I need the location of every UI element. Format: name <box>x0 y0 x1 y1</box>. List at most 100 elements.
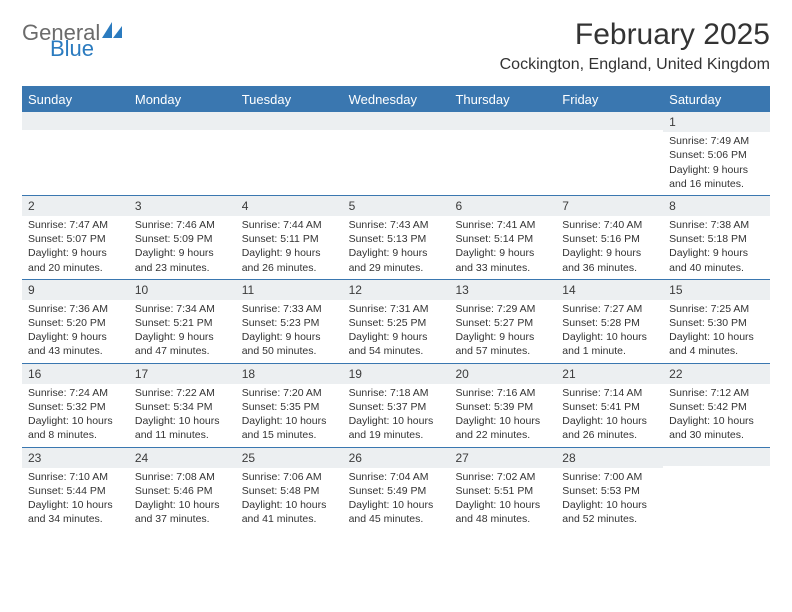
daylight2-text: and 43 minutes. <box>28 344 123 358</box>
calendar-cell: 23Sunrise: 7:10 AMSunset: 5:44 PMDayligh… <box>22 448 129 531</box>
day-number: 1 <box>663 112 770 132</box>
calendar-cell: 13Sunrise: 7:29 AMSunset: 5:27 PMDayligh… <box>449 280 556 363</box>
day-number: 22 <box>663 364 770 384</box>
day-number <box>129 112 236 130</box>
calendar-cell: 15Sunrise: 7:25 AMSunset: 5:30 PMDayligh… <box>663 280 770 363</box>
sunset-text: Sunset: 5:11 PM <box>242 232 337 246</box>
daylight1-text: Daylight: 9 hours <box>562 246 657 260</box>
logo: General Blue <box>22 22 124 60</box>
cell-body: Sunrise: 7:36 AMSunset: 5:20 PMDaylight:… <box>22 300 129 363</box>
calendar: Sunday Monday Tuesday Wednesday Thursday… <box>22 86 770 530</box>
daylight1-text: Daylight: 10 hours <box>135 498 230 512</box>
sunrise-text: Sunrise: 7:10 AM <box>28 470 123 484</box>
sunrise-text: Sunrise: 7:04 AM <box>349 470 444 484</box>
calendar-cell: 17Sunrise: 7:22 AMSunset: 5:34 PMDayligh… <box>129 364 236 447</box>
day-number: 6 <box>449 196 556 216</box>
day-number: 3 <box>129 196 236 216</box>
daylight1-text: Daylight: 9 hours <box>242 330 337 344</box>
day-number: 5 <box>343 196 450 216</box>
daylight1-text: Daylight: 10 hours <box>28 414 123 428</box>
daylight2-text: and 8 minutes. <box>28 428 123 442</box>
week-row: 2Sunrise: 7:47 AMSunset: 5:07 PMDaylight… <box>22 196 770 280</box>
calendar-cell: 3Sunrise: 7:46 AMSunset: 5:09 PMDaylight… <box>129 196 236 279</box>
day-number: 12 <box>343 280 450 300</box>
weekday-header: Sunday Monday Tuesday Wednesday Thursday… <box>22 87 770 112</box>
calendar-cell-blank <box>22 112 129 195</box>
day-number: 20 <box>449 364 556 384</box>
sunrise-text: Sunrise: 7:41 AM <box>455 218 550 232</box>
calendar-cell: 21Sunrise: 7:14 AMSunset: 5:41 PMDayligh… <box>556 364 663 447</box>
logo-text-blue: Blue <box>50 38 124 60</box>
sunrise-text: Sunrise: 7:08 AM <box>135 470 230 484</box>
daylight1-text: Daylight: 9 hours <box>28 330 123 344</box>
daylight2-text: and 22 minutes. <box>455 428 550 442</box>
cell-body: Sunrise: 7:12 AMSunset: 5:42 PMDaylight:… <box>663 384 770 447</box>
sunset-text: Sunset: 5:44 PM <box>28 484 123 498</box>
daylight1-text: Daylight: 9 hours <box>349 246 444 260</box>
sunset-text: Sunset: 5:30 PM <box>669 316 764 330</box>
sunrise-text: Sunrise: 7:12 AM <box>669 386 764 400</box>
cell-body: Sunrise: 7:08 AMSunset: 5:46 PMDaylight:… <box>129 468 236 531</box>
calendar-cell: 7Sunrise: 7:40 AMSunset: 5:16 PMDaylight… <box>556 196 663 279</box>
calendar-cell: 25Sunrise: 7:06 AMSunset: 5:48 PMDayligh… <box>236 448 343 531</box>
sunset-text: Sunset: 5:41 PM <box>562 400 657 414</box>
cell-body: Sunrise: 7:29 AMSunset: 5:27 PMDaylight:… <box>449 300 556 363</box>
daylight2-text: and 54 minutes. <box>349 344 444 358</box>
daylight1-text: Daylight: 9 hours <box>455 246 550 260</box>
sunset-text: Sunset: 5:28 PM <box>562 316 657 330</box>
daylight2-text: and 48 minutes. <box>455 512 550 526</box>
sunrise-text: Sunrise: 7:20 AM <box>242 386 337 400</box>
cell-body: Sunrise: 7:43 AMSunset: 5:13 PMDaylight:… <box>343 216 450 279</box>
daylight2-text: and 36 minutes. <box>562 261 657 275</box>
week-row: 16Sunrise: 7:24 AMSunset: 5:32 PMDayligh… <box>22 364 770 448</box>
sunset-text: Sunset: 5:21 PM <box>135 316 230 330</box>
cell-body: Sunrise: 7:27 AMSunset: 5:28 PMDaylight:… <box>556 300 663 363</box>
weekday-friday: Friday <box>556 87 663 112</box>
daylight1-text: Daylight: 9 hours <box>28 246 123 260</box>
weekday-sunday: Sunday <box>22 87 129 112</box>
calendar-cell: 18Sunrise: 7:20 AMSunset: 5:35 PMDayligh… <box>236 364 343 447</box>
calendar-cell: 20Sunrise: 7:16 AMSunset: 5:39 PMDayligh… <box>449 364 556 447</box>
sunset-text: Sunset: 5:25 PM <box>349 316 444 330</box>
sunrise-text: Sunrise: 7:27 AM <box>562 302 657 316</box>
daylight2-text: and 11 minutes. <box>135 428 230 442</box>
sunset-text: Sunset: 5:16 PM <box>562 232 657 246</box>
cell-body: Sunrise: 7:02 AMSunset: 5:51 PMDaylight:… <box>449 468 556 531</box>
daylight2-text: and 19 minutes. <box>349 428 444 442</box>
daylight2-text: and 50 minutes. <box>242 344 337 358</box>
daylight2-text: and 30 minutes. <box>669 428 764 442</box>
daylight2-text: and 37 minutes. <box>135 512 230 526</box>
daylight1-text: Daylight: 10 hours <box>242 498 337 512</box>
day-number: 27 <box>449 448 556 468</box>
sunrise-text: Sunrise: 7:02 AM <box>455 470 550 484</box>
sunrise-text: Sunrise: 7:00 AM <box>562 470 657 484</box>
sunrise-text: Sunrise: 7:38 AM <box>669 218 764 232</box>
day-number <box>449 112 556 130</box>
calendar-cell: 9Sunrise: 7:36 AMSunset: 5:20 PMDaylight… <box>22 280 129 363</box>
month-title: February 2025 <box>500 18 770 52</box>
day-number: 13 <box>449 280 556 300</box>
sunrise-text: Sunrise: 7:29 AM <box>455 302 550 316</box>
day-number: 19 <box>343 364 450 384</box>
cell-body: Sunrise: 7:34 AMSunset: 5:21 PMDaylight:… <box>129 300 236 363</box>
day-number <box>343 112 450 130</box>
calendar-cell: 14Sunrise: 7:27 AMSunset: 5:28 PMDayligh… <box>556 280 663 363</box>
daylight2-text: and 33 minutes. <box>455 261 550 275</box>
sunset-text: Sunset: 5:35 PM <box>242 400 337 414</box>
calendar-cell: 10Sunrise: 7:34 AMSunset: 5:21 PMDayligh… <box>129 280 236 363</box>
day-number: 23 <box>22 448 129 468</box>
sunset-text: Sunset: 5:14 PM <box>455 232 550 246</box>
calendar-cell: 27Sunrise: 7:02 AMSunset: 5:51 PMDayligh… <box>449 448 556 531</box>
sunrise-text: Sunrise: 7:34 AM <box>135 302 230 316</box>
calendar-cell-blank <box>129 112 236 195</box>
cell-body: Sunrise: 7:06 AMSunset: 5:48 PMDaylight:… <box>236 468 343 531</box>
daylight2-text: and 16 minutes. <box>669 177 764 191</box>
cell-body: Sunrise: 7:49 AMSunset: 5:06 PMDaylight:… <box>663 132 770 195</box>
cell-body: Sunrise: 7:44 AMSunset: 5:11 PMDaylight:… <box>236 216 343 279</box>
cell-body: Sunrise: 7:25 AMSunset: 5:30 PMDaylight:… <box>663 300 770 363</box>
day-number <box>22 112 129 130</box>
cell-body: Sunrise: 7:04 AMSunset: 5:49 PMDaylight:… <box>343 468 450 531</box>
daylight1-text: Daylight: 10 hours <box>669 414 764 428</box>
weekday-wednesday: Wednesday <box>343 87 450 112</box>
daylight1-text: Daylight: 10 hours <box>349 498 444 512</box>
